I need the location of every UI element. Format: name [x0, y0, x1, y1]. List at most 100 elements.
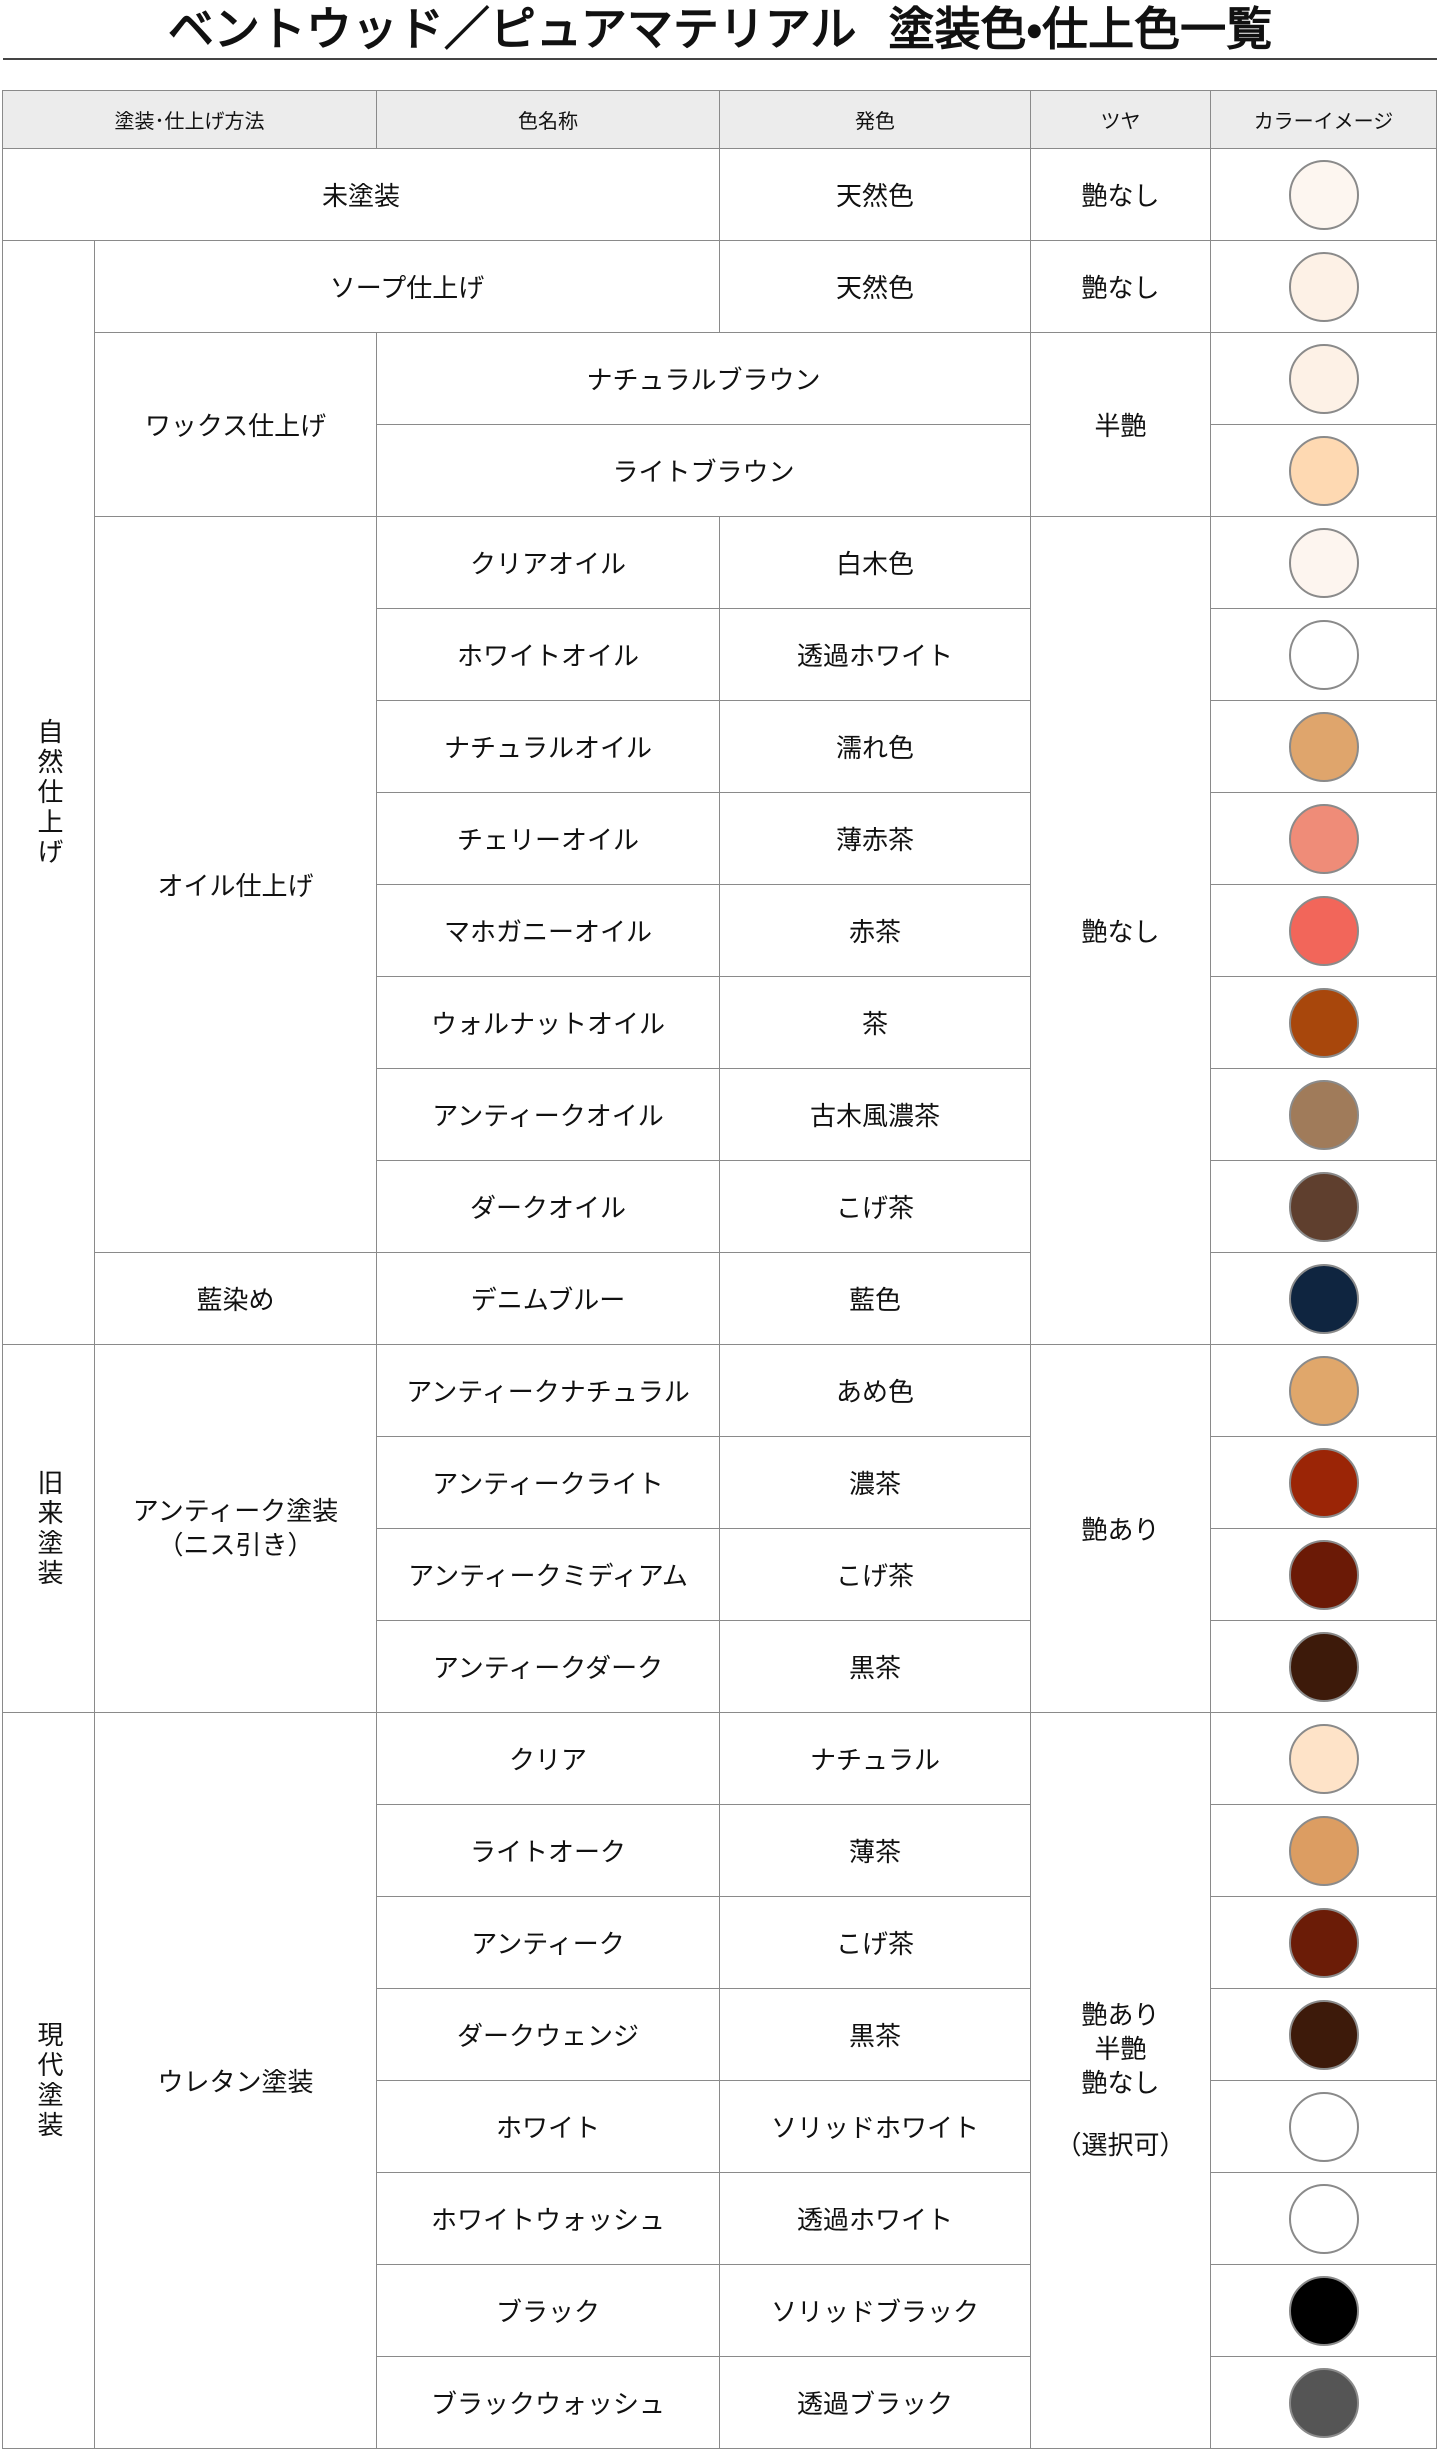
name-cell: ナチュラルオイル — [377, 701, 719, 792]
color-swatch — [1288, 1631, 1359, 1702]
name-cell: ホワイトウォッシュ — [377, 2173, 719, 2264]
color-swatch — [1288, 1355, 1359, 1426]
swatch-cell — [1211, 701, 1436, 792]
text-line: 艶なし — [1081, 2068, 1160, 2099]
swatch-cell — [1211, 2173, 1436, 2264]
swatch-cell — [1211, 1345, 1436, 1436]
swatch-cell — [1211, 425, 1436, 516]
color-swatch — [1288, 1263, 1359, 1334]
color-swatch — [1288, 343, 1359, 414]
color-swatch — [1288, 1723, 1359, 1794]
swatch-cell — [1211, 977, 1436, 1068]
method-cell: オイル仕上げ — [95, 517, 376, 1252]
text-line: 半艶 — [1094, 2034, 1147, 2065]
swatch-cell — [1211, 2357, 1436, 2448]
name-cell: アンティークミディアム — [377, 1529, 719, 1620]
column-header: 色名称 — [377, 91, 719, 148]
gloss-cell: 艶あり — [1031, 1345, 1210, 1712]
name-cell: アンティーク — [377, 1897, 719, 1988]
tone-cell: あめ色 — [720, 1345, 1030, 1436]
method-cell: ソープ仕上げ — [95, 241, 719, 332]
color-swatch — [1288, 895, 1359, 966]
category-cell: 旧来塗装 — [3, 1345, 94, 1712]
swatch-cell — [1211, 1989, 1436, 2080]
name-cell: ライトブラウン — [377, 425, 1030, 516]
swatch-cell — [1211, 1253, 1436, 1344]
color-swatch — [1288, 1999, 1359, 2070]
name-cell: ホワイト — [377, 2081, 719, 2172]
color-swatch — [1288, 1815, 1359, 1886]
tone-cell: 天然色 — [720, 149, 1030, 240]
color-swatch — [1288, 1447, 1359, 1518]
gloss-cell: 艶なし — [1031, 149, 1210, 240]
swatch-cell — [1211, 1621, 1436, 1712]
text-line: （ニス引き） — [157, 1530, 314, 1561]
swatch-cell — [1211, 1161, 1436, 1252]
swatch-cell — [1211, 885, 1436, 976]
method-cell: アンティーク塗装 （ニス引き） — [95, 1345, 376, 1712]
tone-cell: 濃茶 — [720, 1437, 1030, 1528]
name-cell: ブラック — [377, 2265, 719, 2356]
name-cell: アンティークダーク — [377, 1621, 719, 1712]
name-cell: ホワイトオイル — [377, 609, 719, 700]
name-cell: クリア — [377, 1713, 719, 1804]
gloss-cell: 艶あり 半艶 艶なし （選択可） — [1031, 1713, 1210, 2448]
name-cell: ブラックウォッシュ — [377, 2357, 719, 2448]
swatch-cell — [1211, 793, 1436, 884]
color-swatch — [1288, 2275, 1359, 2346]
name-cell: ライトオーク — [377, 1805, 719, 1896]
name-cell: デニムブルー — [377, 1253, 719, 1344]
method-cell: ワックス仕上げ — [95, 333, 376, 516]
tone-cell: 黒茶 — [720, 1989, 1030, 2080]
column-header: 発色 — [720, 91, 1030, 148]
name-cell: アンティークライト — [377, 1437, 719, 1528]
tone-cell: 透過ホワイト — [720, 2173, 1030, 2264]
name-cell: アンティークナチュラル — [377, 1345, 719, 1436]
color-swatch — [1288, 435, 1359, 506]
color-swatch — [1288, 1079, 1359, 1150]
text-line: （選択可） — [1055, 2130, 1186, 2161]
column-header: ツヤ — [1031, 91, 1210, 148]
swatch-cell — [1211, 1437, 1436, 1528]
gloss-cell: 艶なし — [1031, 241, 1210, 332]
tone-cell: ソリッドブラック — [720, 2265, 1030, 2356]
tone-cell: 透過ブラック — [720, 2357, 1030, 2448]
swatch-cell — [1211, 149, 1436, 240]
tone-cell: 薄茶 — [720, 1805, 1030, 1896]
tone-cell: ソリッドホワイト — [720, 2081, 1030, 2172]
method-cell: 藍染め — [95, 1253, 376, 1344]
swatch-cell — [1211, 517, 1436, 608]
text-line: アンティーク塗装 — [132, 1496, 339, 1527]
color-swatch — [1288, 711, 1359, 782]
swatch-cell — [1211, 1529, 1436, 1620]
swatch-cell — [1211, 1069, 1436, 1160]
title: ベントウッド／ピュアマテリアル 塗装色・仕上色一覧 — [167, 2, 1273, 56]
swatch-cell — [1211, 1897, 1436, 1988]
name-cell: クリアオイル — [377, 517, 719, 608]
color-swatch — [1288, 2367, 1359, 2438]
swatch-cell — [1211, 1713, 1436, 1804]
tone-cell: 天然色 — [720, 241, 1030, 332]
tone-cell: 薄赤茶 — [720, 793, 1030, 884]
color-swatch — [1288, 1171, 1359, 1242]
swatch-cell — [1211, 609, 1436, 700]
tone-cell: 茶 — [720, 977, 1030, 1068]
tone-cell: 黒茶 — [720, 1621, 1030, 1712]
color-swatch — [1288, 251, 1359, 322]
color-swatch — [1288, 1907, 1359, 1978]
color-swatch — [1288, 2091, 1359, 2162]
tone-cell: こげ茶 — [720, 1529, 1030, 1620]
tone-cell: 藍色 — [720, 1253, 1030, 1344]
tone-cell: こげ茶 — [720, 1161, 1030, 1252]
name-cell: ダークオイル — [377, 1161, 719, 1252]
name-cell: ウォルナットオイル — [377, 977, 719, 1068]
name-cell: チェリーオイル — [377, 793, 719, 884]
swatch-cell — [1211, 1805, 1436, 1896]
tone-cell: 透過ホワイト — [720, 609, 1030, 700]
gloss-cell: 艶なし — [1031, 517, 1210, 1344]
category-cell: 自然仕上げ — [3, 241, 94, 1344]
color-swatch — [1288, 527, 1359, 598]
tone-cell: 白木色 — [720, 517, 1030, 608]
